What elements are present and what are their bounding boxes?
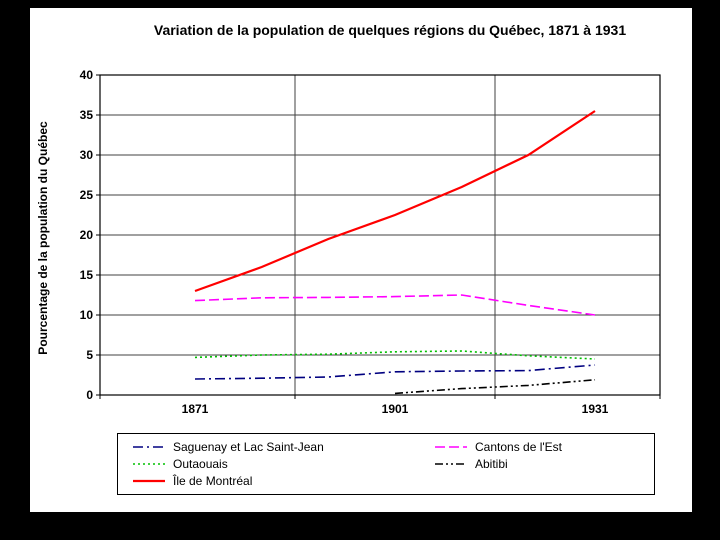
x-tick-label: 1901 [382, 402, 409, 416]
legend-item: Abitibi [420, 457, 654, 471]
y-tick-label: 0 [86, 388, 93, 402]
chart-title: Variation de la population de quelques r… [153, 22, 627, 38]
legend-label: Abitibi [475, 457, 508, 471]
line-chart-plot-area: 0 5 10 15 20 25 30 35 40 1871 1901 1931 [80, 68, 661, 416]
series-line--le-de-montr-al [194, 110, 596, 293]
y-tick-label: 25 [80, 188, 94, 202]
y-tick-label: 30 [80, 148, 94, 162]
y-tick-label: 35 [80, 108, 94, 122]
series-line-abitibi [394, 379, 596, 395]
legend-item: Outaouais [118, 457, 420, 471]
legend-line-sample [133, 463, 165, 465]
slide: Variation de la population de quelques r… [30, 8, 692, 512]
series-line-cantons-de-l-est [194, 294, 596, 316]
legend-item: Île de Montréal [118, 474, 420, 488]
legend-line-sample [133, 446, 165, 448]
legend-line-sample [133, 479, 165, 483]
y-axis-title: Pourcentage de la population du Québec [36, 121, 50, 355]
legend-label: Île de Montréal [173, 474, 253, 488]
y-tick-label: 10 [80, 308, 94, 322]
legend-line-sample [435, 446, 467, 448]
series-line-saguenay-et-lac-saint-jean [194, 364, 596, 380]
legend-line-sample [435, 463, 467, 465]
series-line-outaouais [194, 350, 596, 360]
x-tick-label: 1871 [182, 402, 209, 416]
legend-item: Saguenay et Lac Saint-Jean [118, 440, 420, 454]
x-tick-label: 1931 [582, 402, 609, 416]
legend-label: Cantons de l'Est [475, 440, 563, 454]
y-tick-label: 40 [80, 68, 94, 82]
y-tick-label: 15 [80, 268, 94, 282]
chart-legend: Saguenay et Lac Saint-Jean Cantons de l'E… [117, 433, 655, 495]
legend-label: Saguenay et Lac Saint-Jean [173, 440, 324, 454]
y-tick-label: 5 [86, 348, 93, 362]
legend-item: Cantons de l'Est [420, 440, 654, 454]
legend-label: Outaouais [173, 457, 228, 471]
y-tick-label: 20 [80, 228, 94, 242]
